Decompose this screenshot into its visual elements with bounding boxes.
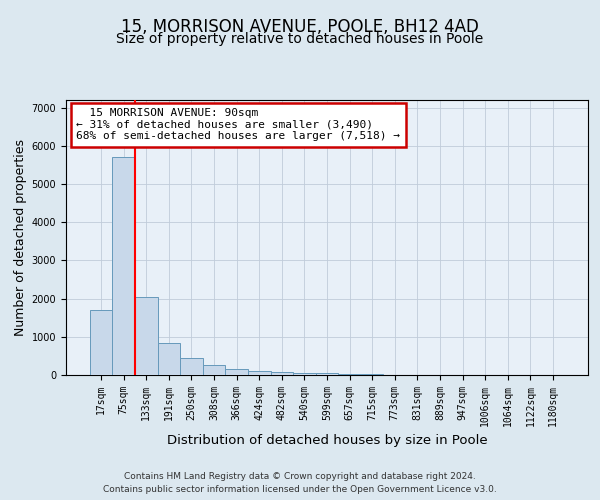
Bar xyxy=(135,296,158,375)
Bar xyxy=(248,371,271,375)
Text: 15 MORRISON AVENUE: 90sqm
← 31% of detached houses are smaller (3,490)
68% of se: 15 MORRISON AVENUE: 90sqm ← 31% of detac… xyxy=(76,108,400,142)
Bar xyxy=(203,366,226,375)
Bar xyxy=(271,372,293,375)
Text: Size of property relative to detached houses in Poole: Size of property relative to detached ho… xyxy=(116,32,484,46)
X-axis label: Distribution of detached houses by size in Poole: Distribution of detached houses by size … xyxy=(167,434,487,447)
Bar xyxy=(293,372,316,375)
Bar xyxy=(112,158,135,375)
Text: 15, MORRISON AVENUE, POOLE, BH12 4AD: 15, MORRISON AVENUE, POOLE, BH12 4AD xyxy=(121,18,479,36)
Y-axis label: Number of detached properties: Number of detached properties xyxy=(14,139,28,336)
Bar xyxy=(180,358,203,375)
Bar xyxy=(361,374,383,375)
Bar xyxy=(226,370,248,375)
Bar xyxy=(316,374,338,375)
Bar xyxy=(338,374,361,375)
Bar xyxy=(90,310,112,375)
Bar xyxy=(158,342,180,375)
Text: Contains HM Land Registry data © Crown copyright and database right 2024.
Contai: Contains HM Land Registry data © Crown c… xyxy=(103,472,497,494)
